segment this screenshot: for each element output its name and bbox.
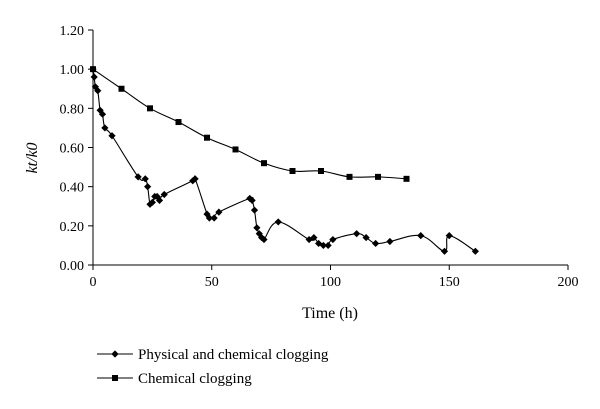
legend-label: Chemical clogging xyxy=(138,371,252,387)
data-point xyxy=(261,160,267,167)
legend-marker xyxy=(112,375,118,381)
series-layer xyxy=(89,65,479,255)
data-point xyxy=(215,208,223,216)
y-tick-label: 1.00 xyxy=(60,63,85,78)
data-point xyxy=(289,168,296,174)
data-point xyxy=(250,206,259,214)
y-tick-label: 0.00 xyxy=(60,259,85,274)
data-point xyxy=(353,230,361,238)
data-point xyxy=(101,124,109,132)
data-point xyxy=(386,237,394,246)
data-point xyxy=(329,235,337,244)
data-point xyxy=(346,173,353,180)
data-point xyxy=(98,110,107,118)
x-axis-ticks: 0 50 100 150 200 xyxy=(90,265,579,290)
data-point xyxy=(205,214,213,222)
data-point xyxy=(318,168,324,174)
chart-axes xyxy=(92,30,568,266)
data-point xyxy=(148,198,156,206)
data-point xyxy=(204,134,210,141)
data-point xyxy=(310,233,318,242)
data-point xyxy=(160,190,168,199)
x-axis-label: Time (h) xyxy=(302,305,358,322)
series-line xyxy=(92,69,476,252)
x-tick-label: 150 xyxy=(439,275,460,290)
data-point xyxy=(134,173,142,181)
data-point xyxy=(248,196,256,204)
y-tick-label: 0.80 xyxy=(60,102,85,117)
series-physical-and-chemical-clogging xyxy=(89,65,479,255)
data-point xyxy=(141,175,149,183)
data-point xyxy=(210,214,218,222)
data-point xyxy=(147,105,153,112)
data-point xyxy=(90,73,98,81)
data-point xyxy=(118,85,125,92)
data-point xyxy=(175,119,182,126)
data-point xyxy=(91,83,99,91)
x-tick-label: 50 xyxy=(205,275,219,290)
data-point xyxy=(417,232,425,240)
legend-marker xyxy=(111,350,119,358)
data-point xyxy=(191,175,199,183)
y-tick-label: 0.40 xyxy=(60,181,85,196)
data-point xyxy=(372,239,380,248)
data-point xyxy=(232,146,239,153)
x-tick-label: 200 xyxy=(558,275,579,290)
series-line xyxy=(92,68,407,180)
y-axis-ticks: 0.00 0.20 0.40 0.60 0.80 1.00 1.20 xyxy=(60,24,93,274)
x-tick-label: 100 xyxy=(320,275,341,290)
legend-item: Chemical clogging xyxy=(97,371,252,387)
data-point xyxy=(94,87,102,95)
data-point xyxy=(108,132,116,140)
data-point xyxy=(324,241,332,250)
x-tick-label: 0 xyxy=(90,275,97,290)
legend-label: Physical and chemical clogging xyxy=(138,347,329,363)
data-point xyxy=(90,66,96,73)
data-point xyxy=(445,232,453,240)
data-point xyxy=(96,106,104,114)
y-tick-label: 0.20 xyxy=(60,220,85,235)
data-point xyxy=(375,173,381,180)
data-point xyxy=(319,241,327,250)
data-point xyxy=(155,196,164,204)
data-point xyxy=(260,235,268,244)
y-axis-label: kt/k0 xyxy=(24,142,41,173)
series-chemical-clogging xyxy=(90,66,410,182)
y-tick-label: 1.20 xyxy=(60,24,85,39)
data-point xyxy=(403,175,410,182)
data-point xyxy=(144,183,152,191)
data-point xyxy=(362,233,370,242)
legend: Physical and chemical clogging Chemical c… xyxy=(97,347,329,387)
y-tick-label: 0.60 xyxy=(60,142,85,157)
data-point xyxy=(274,218,282,226)
data-point xyxy=(253,224,261,232)
data-point xyxy=(471,247,479,255)
legend-item: Physical and chemical clogging xyxy=(97,347,329,363)
data-point xyxy=(440,247,449,255)
